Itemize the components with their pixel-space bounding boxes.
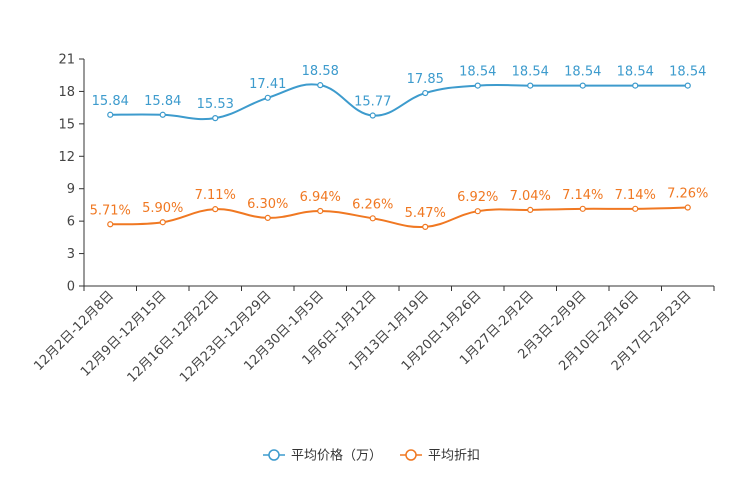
data-point [579,205,586,212]
data-point [474,82,481,89]
data-label: 6.92% [457,190,498,205]
data-point [159,219,166,226]
data-point [422,223,429,230]
data-label: 7.14% [615,188,656,203]
data-label: 18.54 [459,65,496,80]
data-label: 18.54 [512,65,549,80]
data-point [422,89,429,97]
y-tick-label: 18 [58,85,75,100]
data-point [107,221,114,228]
y-tick-label: 0 [67,280,75,295]
data-point [369,112,376,119]
data-point [212,206,219,213]
data-label: 7.14% [562,188,603,203]
data-label: 15.53 [197,97,234,112]
data-point [579,82,586,89]
data-label: 18.54 [669,65,706,80]
y-tick-label: 12 [58,150,75,165]
data-point [212,115,219,122]
data-label: 5.47% [405,206,446,221]
data-label: 6.94% [300,190,341,205]
data-label: 18.54 [564,65,601,80]
data-point [369,215,376,222]
data-label: 18.58 [302,64,339,79]
data-point [474,208,481,215]
data-point [317,82,324,89]
legend-marker-icon [268,449,280,461]
series-layer: 15.84 15.84 15.53 17.41 18.58 15.77 17.85 18.54… [90,64,708,230]
data-label: 6.30% [247,197,288,212]
data-point [684,204,691,211]
data-label: 17.41 [249,77,286,92]
data-label: 15.77 [354,95,391,110]
legend: 平均价格（万） 平均折扣 [263,448,480,464]
data-label: 5.90% [142,201,183,216]
data-point [264,214,271,221]
data-point [107,111,114,118]
data-point [684,82,691,89]
series-line [110,83,688,121]
data-label: 15.84 [92,94,129,109]
data-label: 6.26% [352,197,393,212]
data-label: 7.26% [667,187,708,202]
data-point [317,207,324,215]
data-label: 7.04% [510,189,551,204]
data-label: 17.85 [407,72,444,87]
data-point [632,82,639,89]
data-label: 18.54 [617,65,654,80]
series-0: 15.84 15.84 15.53 17.41 18.58 15.77 17.85 18.54… [92,64,706,122]
legend-item: 平均折扣 [400,449,480,464]
y-tick-label: 9 [67,182,75,197]
data-point [527,206,534,214]
data-point [264,94,271,101]
data-point [527,82,534,89]
legend-marker-icon [405,449,417,461]
data-label: 5.71% [90,203,131,218]
legend-label: 平均价格（万） [291,448,382,464]
data-point [632,205,639,212]
series-line [110,206,688,229]
data-point [159,111,166,118]
x-tick-label: 12月16日-12月22日 [125,288,222,385]
legend-item: 平均价格（万） [263,448,382,464]
data-label: 7.11% [195,188,236,203]
data-label: 15.84 [144,94,181,109]
y-tick-label: 6 [67,215,75,230]
series-1: 5.71% 5.90% 7.11% 6.30% 6.94% 6.26% 5.47% 6.92%… [90,187,708,230]
y-tick-label: 21 [58,53,75,68]
y-tick-label: 15 [58,117,75,132]
legend-label: 平均折扣 [428,449,480,464]
x-tick-label: 12月23日-12月29日 [177,288,274,385]
y-tick-label: 3 [67,247,75,262]
